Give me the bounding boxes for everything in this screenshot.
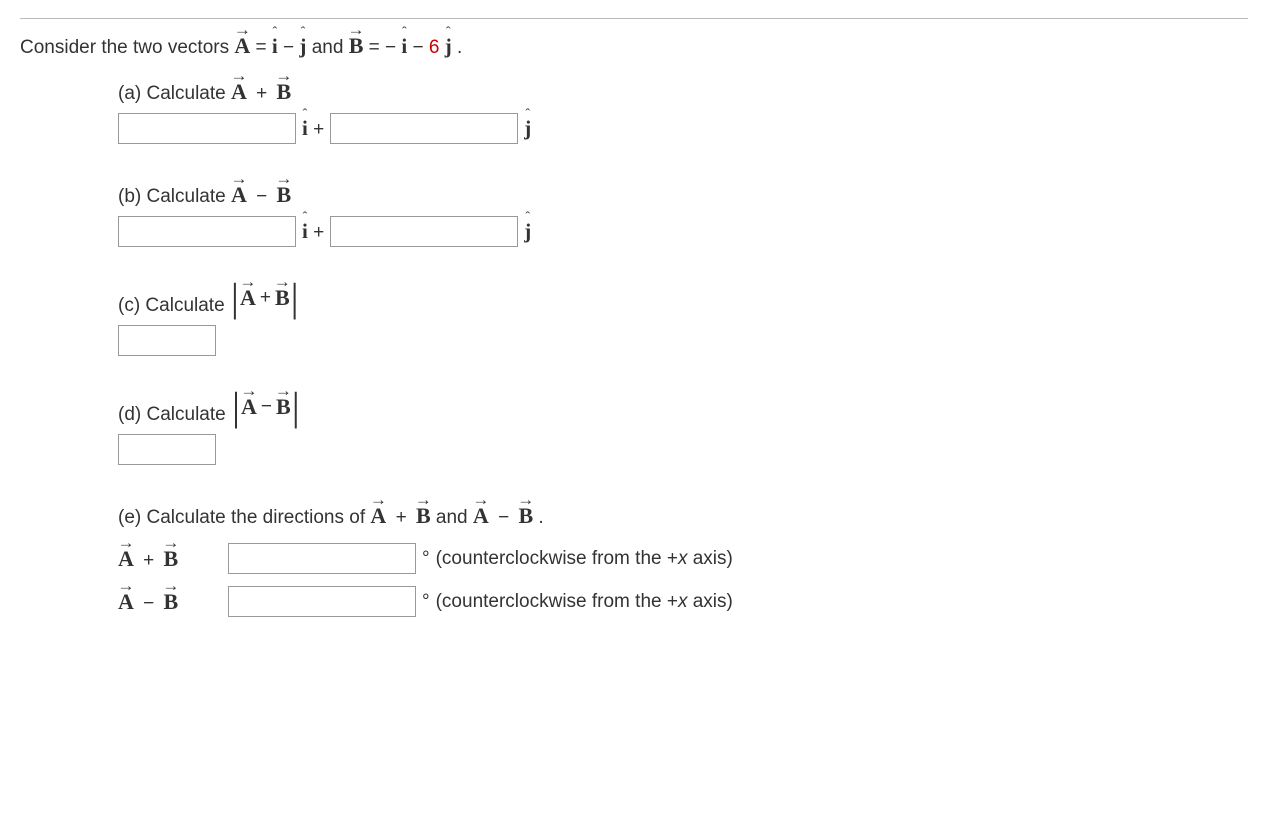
part-a: (a) Calculate →A + →B ˆi + ˆj bbox=[118, 79, 1248, 144]
part-c-vecA: →A bbox=[240, 285, 256, 311]
part-e-row1-vecB: →B bbox=[164, 546, 179, 572]
part-c-prefix: (c) Calculate bbox=[118, 295, 230, 316]
part-d-prefix: (d) Calculate bbox=[118, 404, 231, 425]
part-a-prefix: (a) Calculate bbox=[118, 83, 231, 104]
part-e-period: . bbox=[538, 507, 543, 528]
part-e-row2-vecA: →A bbox=[118, 589, 134, 615]
i-hat-1: ˆi bbox=[272, 34, 278, 59]
part-e-vecA2: →A bbox=[473, 503, 489, 529]
part-e-row2-op: − bbox=[139, 593, 163, 614]
j-hat-2: ˆj bbox=[445, 34, 452, 59]
part-b-i-hat: ˆi bbox=[302, 219, 308, 244]
part-e-row1-vecA: →A bbox=[118, 546, 134, 572]
part-d-input[interactable] bbox=[118, 434, 216, 465]
j-hat-1: ˆj bbox=[299, 34, 306, 59]
part-a-op: + bbox=[252, 83, 276, 104]
coefficient-red: 6 bbox=[429, 37, 440, 58]
part-d-label: (d) Calculate | →A − →B | bbox=[118, 394, 1248, 426]
part-b-input-j[interactable] bbox=[330, 216, 518, 247]
part-a-unit-wrap-j: ˆj bbox=[524, 116, 531, 141]
part-e-row2-label: →A − →B bbox=[118, 589, 210, 615]
top-divider bbox=[20, 18, 1248, 19]
part-d-vecA: →A bbox=[241, 394, 257, 420]
part-e-label: (e) Calculate the directions of →A + →B … bbox=[118, 503, 1248, 529]
part-c-abs: | →A + →B | bbox=[230, 285, 300, 311]
part-e-row1-op: + bbox=[139, 550, 163, 571]
intro-prefix: Consider the two vectors bbox=[20, 37, 234, 58]
part-e-hint-2: (counterclockwise from the +x axis) bbox=[436, 591, 733, 613]
part-b-unit-wrap-i: ˆi + bbox=[302, 219, 324, 244]
part-e-op1: + bbox=[392, 507, 416, 528]
part-e-vecA1: →A bbox=[370, 503, 386, 529]
vector-B-symbol: →B bbox=[349, 33, 364, 59]
part-e-and: and bbox=[436, 507, 473, 528]
part-d-vecB: →B bbox=[276, 394, 291, 420]
and-text: and bbox=[312, 37, 349, 58]
question-intro: Consider the two vectors →A = ˆi − ˆj an… bbox=[20, 33, 1248, 59]
part-e-row2-vecB: →B bbox=[164, 589, 179, 615]
minus-2: − bbox=[413, 37, 429, 58]
part-c-vecB: →B bbox=[275, 285, 290, 311]
part-d-op: − bbox=[257, 396, 276, 418]
part-a-unit-wrap-i: ˆi + bbox=[302, 116, 324, 141]
part-a-input-j[interactable] bbox=[330, 113, 518, 144]
part-c-label: (c) Calculate | →A + →B | bbox=[118, 285, 1248, 317]
part-e-op2: − bbox=[494, 507, 518, 528]
part-b-unit-wrap-j: ˆj bbox=[524, 219, 531, 244]
equals-1: = bbox=[256, 37, 272, 58]
part-a-plus: + bbox=[313, 119, 324, 140]
equals-2: = − bbox=[369, 37, 402, 58]
part-e-degree-2: ° bbox=[422, 591, 430, 613]
part-e-row1-label: →A + →B bbox=[118, 546, 210, 572]
part-c: (c) Calculate | →A + →B | bbox=[118, 285, 1248, 356]
part-b-prefix: (b) Calculate bbox=[118, 186, 231, 207]
vector-A-symbol: →A bbox=[234, 33, 250, 59]
part-b-op: − bbox=[252, 186, 276, 207]
part-a-i-hat: ˆi bbox=[302, 116, 308, 141]
part-e-prefix: (e) Calculate the directions of bbox=[118, 507, 370, 528]
part-d: (d) Calculate | →A − →B | bbox=[118, 394, 1248, 465]
part-a-vecA: →A bbox=[231, 79, 247, 105]
part-e-input-2[interactable] bbox=[228, 586, 416, 617]
part-b-label: (b) Calculate →A − →B bbox=[118, 182, 1248, 208]
part-c-op: + bbox=[256, 287, 275, 309]
part-e-input-1[interactable] bbox=[228, 543, 416, 574]
part-b-input-i[interactable] bbox=[118, 216, 296, 247]
part-e: (e) Calculate the directions of →A + →B … bbox=[118, 503, 1248, 617]
part-b-vecB: →B bbox=[277, 182, 292, 208]
part-d-abs: | →A − →B | bbox=[231, 394, 301, 420]
part-b-vecA: →A bbox=[231, 182, 247, 208]
part-b-j-hat: ˆj bbox=[524, 219, 531, 244]
period: . bbox=[457, 37, 462, 58]
part-e-vecB2: →B bbox=[518, 503, 533, 529]
part-c-input[interactable] bbox=[118, 325, 216, 356]
part-a-j-hat: ˆj bbox=[524, 116, 531, 141]
part-a-vecB: →B bbox=[277, 79, 292, 105]
part-e-degree-1: ° bbox=[422, 548, 430, 570]
part-e-hint-1: (counterclockwise from the +x axis) bbox=[436, 548, 733, 570]
part-a-label: (a) Calculate →A + →B bbox=[118, 79, 1248, 105]
part-a-input-i[interactable] bbox=[118, 113, 296, 144]
part-b-plus: + bbox=[313, 222, 324, 243]
minus-1: − bbox=[283, 37, 299, 58]
part-e-vecB1: →B bbox=[416, 503, 431, 529]
part-b: (b) Calculate →A − →B ˆi + ˆj bbox=[118, 182, 1248, 247]
i-hat-2: ˆi bbox=[401, 34, 407, 59]
